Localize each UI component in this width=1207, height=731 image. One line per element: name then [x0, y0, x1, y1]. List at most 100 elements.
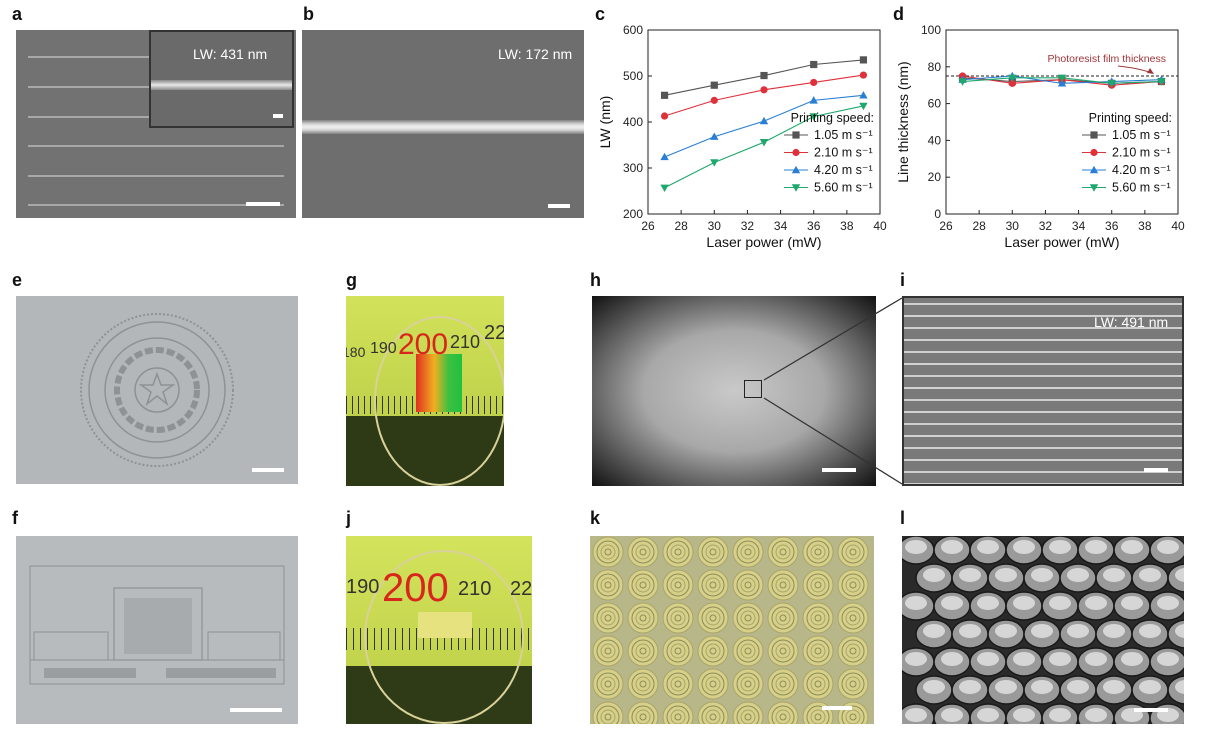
microlens	[736, 672, 760, 696]
data-point-series-1	[859, 56, 868, 64]
microlens	[596, 540, 620, 564]
microlens	[810, 643, 826, 659]
microlens	[635, 577, 651, 593]
y-tick-label: 80	[928, 60, 942, 74]
microlens	[736, 639, 760, 663]
microlens	[600, 544, 616, 560]
microlens	[841, 705, 865, 724]
legend-label: 2.10 m s⁻¹	[1112, 146, 1171, 160]
microlens	[709, 647, 717, 655]
chart-line-thickness: 26 28 30 32 34 36 38 40 0 20 40 60 80 100 Laser power …	[895, 23, 1185, 250]
data-point-series-3	[759, 116, 769, 125]
microlens	[845, 610, 861, 626]
microlens-highlight	[1013, 652, 1035, 666]
x-axis-label: Laser power (mW)	[1004, 234, 1119, 250]
microlens	[604, 713, 612, 721]
ruler-label-210: 210	[450, 332, 481, 352]
data-point-series-3	[809, 96, 818, 104]
microlens	[670, 709, 686, 724]
microlens	[670, 676, 686, 692]
microlens-highlight	[1085, 596, 1107, 610]
legend-label: 4.20 m s⁻¹	[1112, 163, 1171, 177]
sem-image-lines: LW: 431 nm	[16, 30, 296, 218]
microlens	[810, 544, 826, 560]
microlens	[779, 680, 787, 688]
microlens-highlight	[941, 540, 963, 554]
microlens	[732, 701, 764, 724]
microlens	[604, 680, 612, 688]
reference-arrow	[1117, 65, 1153, 74]
data-point-series-4	[660, 184, 669, 192]
microlens	[639, 647, 647, 655]
microlens-highlight	[923, 680, 945, 694]
microlens-highlight	[923, 568, 945, 582]
microlens	[631, 672, 655, 696]
y-tick-label: 60	[928, 97, 942, 111]
scale-bar	[822, 706, 852, 710]
microlens	[701, 705, 725, 724]
x-tick-label: 28	[674, 219, 688, 233]
data-point-series-3	[660, 152, 669, 161]
scale-bar	[1144, 468, 1168, 472]
microlens	[596, 606, 620, 630]
microlens-highlight	[941, 708, 963, 722]
chart-line-width: 26 28 30 32 34 36 38 40 200 300 400 500 600 Laser pow…	[597, 23, 887, 250]
microlens	[849, 680, 857, 688]
microlens	[709, 713, 717, 721]
microlens	[600, 676, 616, 692]
microlens-highlight	[1031, 624, 1053, 638]
legend-marker	[791, 184, 801, 192]
microlens-highlight	[1085, 708, 1107, 722]
ruler-label-190: 190	[370, 340, 397, 357]
microlens	[806, 672, 830, 696]
y-tick-label: 400	[623, 115, 643, 129]
data-point-series-4	[1008, 74, 1017, 83]
microlens-highlight	[941, 652, 963, 666]
microlens	[635, 709, 651, 724]
microlens	[701, 639, 725, 663]
legend-label: 5.60 m s⁻¹	[814, 181, 873, 195]
microlens	[810, 577, 826, 593]
microlens	[596, 672, 620, 696]
microlens-highlight	[1013, 540, 1035, 554]
microlens-highlight	[1049, 540, 1071, 554]
microlens	[845, 709, 861, 724]
microlens	[631, 705, 655, 724]
scale-bar	[548, 204, 570, 208]
x-tick-label: 34	[774, 219, 788, 233]
microlens	[670, 577, 686, 593]
microlens-highlight	[905, 708, 927, 722]
microlens	[709, 680, 717, 688]
microlens-highlight	[1157, 652, 1179, 666]
microlens-highlight	[1157, 540, 1179, 554]
microlens	[670, 544, 686, 560]
x-tick-label: 40	[873, 219, 887, 233]
microlens-highlight	[977, 652, 999, 666]
reference-arrow-head	[1147, 68, 1154, 74]
data-point-series-4	[759, 139, 769, 147]
microlens-highlight	[1121, 652, 1143, 666]
pattern-area	[418, 612, 472, 638]
microlens	[740, 577, 756, 593]
scale-bar	[822, 468, 856, 472]
data-point-series-2	[1008, 79, 1016, 87]
sem-image-microlens-array	[902, 536, 1184, 724]
legend-marker	[1090, 148, 1098, 157]
microlens	[779, 713, 787, 721]
microlens	[709, 548, 717, 556]
microlens	[814, 647, 822, 655]
microlens	[771, 705, 795, 724]
microlens	[841, 672, 865, 696]
wafer	[364, 550, 524, 724]
data-point-series-4	[710, 159, 719, 167]
microlens-highlight	[1157, 596, 1179, 610]
microlens	[806, 639, 830, 663]
microlens-highlight	[977, 596, 999, 610]
microlens	[701, 606, 725, 630]
microlens-highlight	[977, 708, 999, 722]
series-line-2	[664, 74, 864, 117]
microlens	[736, 606, 760, 630]
lw-label: LW: 491 nm	[1094, 314, 1169, 330]
microlens	[635, 676, 651, 692]
microlens	[740, 709, 756, 724]
